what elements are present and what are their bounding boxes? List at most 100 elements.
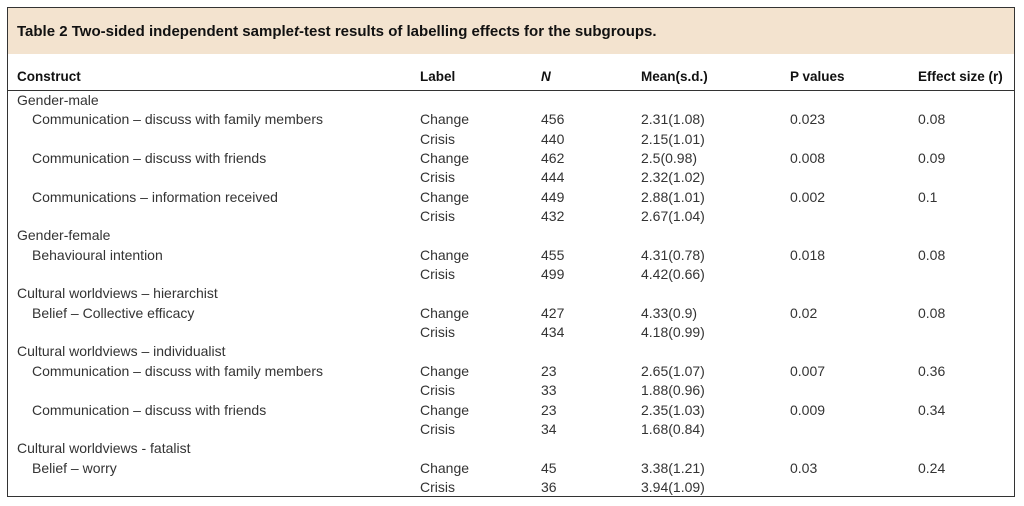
cell-effect-size: 0.1 [918,188,938,205]
cell-label: Change [420,150,470,167]
cell-mean: 3.38(1.21) [641,459,705,476]
cell-p-value: 0.009 [790,401,826,418]
group-row: Gender-male [8,91,1014,110]
cell-n: 23 [541,401,557,418]
cell-label: Crisis [420,169,455,186]
cell-label: Change [420,304,470,321]
cell-mean: 2.32(1.02) [641,169,705,186]
cell-effect-size: 0.08 [918,111,946,128]
cell-construct: Communication – discuss with friends [32,401,267,418]
cell-n: 36 [541,478,557,495]
cell-n: 440 [541,130,565,147]
group-row: Cultural worldviews – individualist [8,342,1014,361]
cell-mean: 2.31(1.08) [641,111,705,128]
cell-mean: 4.31(0.78) [641,246,705,263]
table-row: Crisis 36 3.94(1.09) [8,478,1014,497]
cell-effect-size: 0.34 [918,401,946,418]
table-row: Crisis 432 2.67(1.04) [8,207,1014,226]
cell-construct: Communication – discuss with family memb… [32,111,323,128]
cell-p-value: 0.002 [790,188,826,205]
cell-label: Crisis [420,130,455,147]
cell-n: 434 [541,324,565,341]
group-heading: Gender-male [17,92,99,108]
group-row: Cultural worldviews – hierarchist [8,284,1014,303]
cell-p-value: 0.02 [790,304,818,321]
table-body: Gender-male Communication – discuss with … [8,91,1014,497]
cell-mean: 1.88(0.96) [641,382,705,399]
table-row: Belief – Collective efficacy Change 427 4.3… [8,304,1014,323]
cell-n: 23 [541,362,557,379]
cell-p-value: 0.023 [790,111,826,128]
table-row: Communication – discuss with friends Chan… [8,149,1014,168]
cell-n: 45 [541,459,557,476]
table-row: Crisis 434 4.18(0.99) [8,323,1014,342]
cell-label: Change [420,188,470,205]
cell-effect-size: 0.24 [918,459,946,476]
cell-construct: Communication – discuss with family memb… [32,362,323,379]
cell-mean: 2.67(1.04) [641,208,705,225]
table-frame: Table 2 Two-sided independent sample t -t… [7,7,1015,497]
table-row: Communications – information received Cha… [8,188,1014,207]
cell-effect-size: 0.09 [918,150,946,167]
header-construct: Construct [17,69,81,84]
cell-label: Crisis [420,208,455,225]
table-row: Belief – worry Change 45 3.38(1.21) 0.03 0.24 [8,459,1014,478]
group-heading: Cultural worldviews – individualist [17,343,226,360]
header-label: Label [420,69,456,84]
cell-label: Change [420,459,470,476]
group-row: Cultural worldviews - fatalist [8,439,1014,458]
cell-n: 499 [541,266,565,283]
cell-mean: 4.18(0.99) [641,324,705,341]
cell-construct: Belief – Collective efficacy [32,304,195,321]
cell-effect-size: 0.36 [918,362,946,379]
cell-mean: 2.15(1.01) [641,130,705,147]
caption-prefix: Table 2 Two-sided independent sample [17,22,294,40]
group-row: Gender-female [8,226,1014,245]
cell-label: Change [420,401,470,418]
group-heading: Cultural worldviews – hierarchist [17,285,218,302]
cell-construct: Behavioural intention [32,246,163,263]
cell-mean: 3.94(1.09) [641,478,705,495]
cell-label: Crisis [420,324,455,341]
header-n: N [541,69,551,84]
cell-mean: 2.88(1.01) [641,188,705,205]
cell-n: 449 [541,188,565,205]
table-row: Crisis 34 1.68(0.84) [8,420,1014,439]
cell-n: 455 [541,246,565,263]
group-heading: Gender-female [17,227,111,244]
header-effect-size: Effect size (r) [918,69,1003,84]
cell-label: Crisis [420,420,455,437]
cell-p-value: 0.007 [790,362,826,379]
cell-effect-size: 0.08 [918,304,946,321]
cell-mean: 2.65(1.07) [641,362,705,379]
cell-label: Change [420,362,470,379]
cell-n: 432 [541,208,565,225]
cell-mean: 1.68(0.84) [641,420,705,437]
table-row: Communication – discuss with friends Chan… [8,401,1014,420]
caption-italic-t: t [294,22,299,40]
cell-mean: 2.5(0.98) [641,150,698,167]
cell-mean: 4.33(0.9) [641,304,698,321]
cell-n: 462 [541,150,565,167]
table-row: Crisis 499 4.42(0.66) [8,265,1014,284]
cell-label: Crisis [420,478,455,495]
cell-label: Change [420,246,470,263]
cell-effect-size: 0.08 [918,246,946,263]
cell-label: Change [420,111,470,128]
cell-p-value: 0.03 [790,459,818,476]
header-p-values: P values [790,69,845,84]
header-mean: Mean(s.d.) [641,69,708,84]
cell-label: Crisis [420,382,455,399]
cell-p-value: 0.018 [790,246,826,263]
cell-n: 456 [541,111,565,128]
cell-construct: Communication – discuss with friends [32,150,267,167]
cell-n: 427 [541,304,565,321]
table-row: Crisis 440 2.15(1.01) [8,130,1014,149]
cell-n: 34 [541,420,557,437]
cell-construct: Communications – information received [32,188,278,205]
table-caption: Table 2 Two-sided independent sample t -t… [8,8,1014,54]
table-row: Crisis 33 1.88(0.96) [8,381,1014,400]
cell-mean: 4.42(0.66) [641,266,705,283]
cell-n: 33 [541,382,557,399]
table-row: Crisis 444 2.32(1.02) [8,168,1014,187]
